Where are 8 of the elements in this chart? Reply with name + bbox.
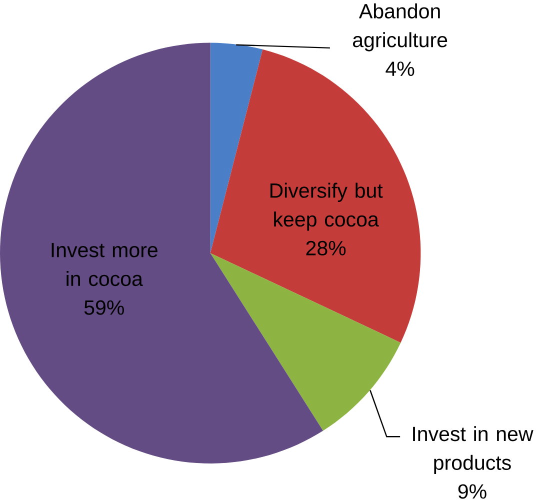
data-label: 9%	[458, 484, 486, 499]
slice-label: Diversify but keep cocoa	[270, 182, 383, 231]
data-label: 59%	[84, 300, 124, 315]
data-label: 28%	[306, 240, 346, 256]
slice-label: Invest in new products	[413, 426, 534, 474]
data-label: 4%	[386, 61, 414, 76]
slice-label: Abandon agriculture	[352, 3, 448, 52]
slice-label: Invest more in cocoa	[52, 242, 158, 286]
